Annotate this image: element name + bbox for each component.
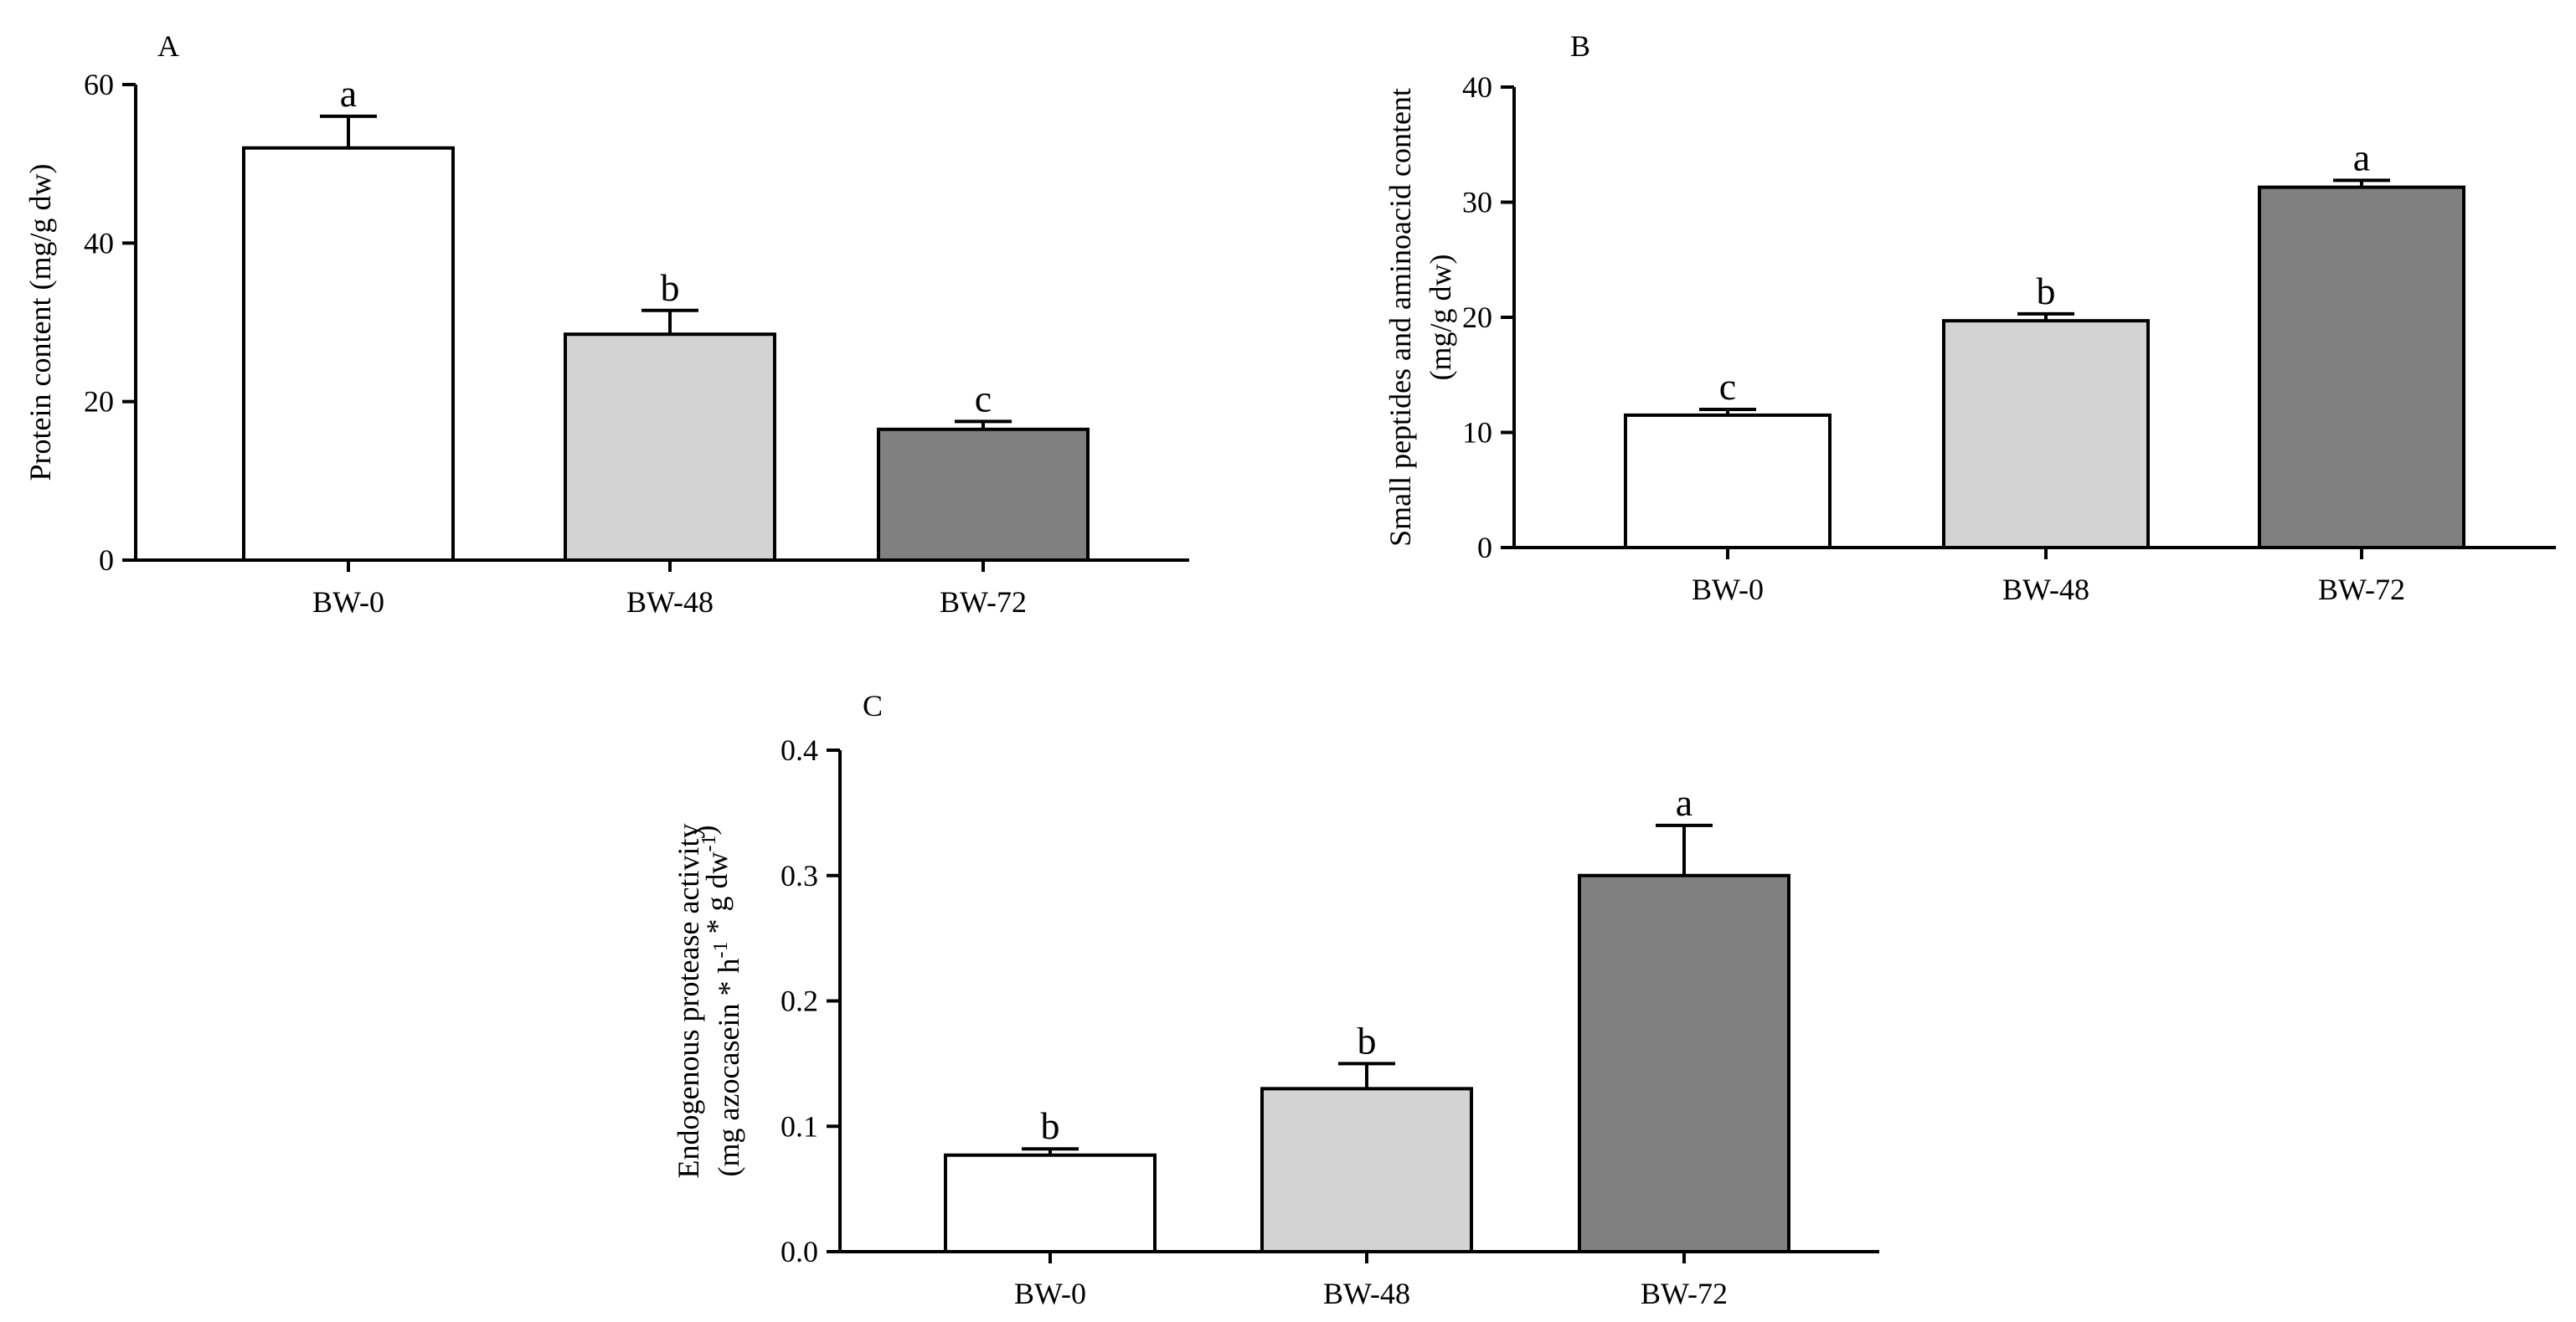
- bar: [877, 427, 1090, 562]
- y-tick-label: 0.1: [781, 1109, 818, 1143]
- y-axis-title-line: (mg/g dw): [1424, 255, 1457, 381]
- superscript: -1: [710, 942, 732, 959]
- y-tick-label: 40: [1462, 70, 1492, 104]
- bar: [944, 1153, 1157, 1254]
- label-part: * g dw: [700, 852, 734, 942]
- category-label: BW-72: [2318, 573, 2405, 606]
- superscript: -1: [698, 836, 720, 852]
- panel-label: B: [1570, 29, 1590, 63]
- bar: [2258, 185, 2465, 549]
- y-axis-title: Small peptides and aminoacid content (mg/…: [1383, 88, 1457, 547]
- y-tick-label: 20: [1462, 301, 1492, 334]
- bar: [1578, 873, 1790, 1253]
- panel-label: A: [157, 29, 179, 63]
- label-part: (mg azocasein * h: [712, 959, 745, 1177]
- y-axis-title-line: Small peptides and aminoacid content: [1383, 88, 1417, 547]
- y-tick-label: 0: [99, 543, 114, 577]
- category-label: BW-0: [1692, 573, 1764, 606]
- bar: [1624, 413, 1832, 549]
- y-tick-label: 0.2: [781, 985, 818, 1018]
- category-label: BW-48: [2002, 573, 2089, 606]
- significance-label: a: [2353, 136, 2370, 178]
- category-label: BW-0: [312, 585, 384, 619]
- label-part: ): [688, 826, 722, 836]
- y-tick-label: 0.4: [781, 733, 818, 767]
- y-tick-label: 0.3: [781, 859, 818, 892]
- category-label: BW-48: [626, 585, 714, 619]
- y-tick-label: 10: [1462, 416, 1492, 450]
- y-tick-label: 60: [84, 68, 114, 101]
- category-label: BW-48: [1323, 1277, 1410, 1310]
- panel-label: C: [863, 689, 883, 723]
- panel-c-chart: Cb BW-0 b BW-48 a BW-72 0.0 0.1 0.2 0.3 0.4 Endogen…: [672, 689, 1879, 1310]
- y-axis-title: Protein content (mg/g dw): [23, 164, 57, 481]
- category-label: BW-72: [940, 585, 1027, 619]
- y-axis-title-line: Protein content (mg/g dw): [23, 164, 57, 481]
- significance-label: b: [1041, 1104, 1060, 1147]
- significance-label: a: [1676, 781, 1692, 824]
- category-label: BW-0: [1014, 1277, 1086, 1310]
- y-tick-label: 0: [1477, 531, 1492, 564]
- y-tick-label: 20: [84, 385, 114, 419]
- significance-label: c: [1719, 365, 1736, 408]
- bar: [1260, 1087, 1473, 1253]
- y-tick-label: 30: [1462, 186, 1492, 219]
- y-tick-label: 0.0: [781, 1235, 818, 1268]
- bar: [1942, 319, 2150, 549]
- y-axis-title: Endogenous protease activity (mg azocasei…: [672, 824, 745, 1179]
- significance-label: a: [340, 72, 357, 115]
- y-tick-label: 40: [84, 226, 114, 260]
- category-label: BW-72: [1641, 1277, 1728, 1310]
- significance-label: b: [1358, 1019, 1377, 1062]
- y-axis-title-line: Endogenous protease activity: [672, 824, 705, 1179]
- significance-label: b: [2037, 270, 2056, 312]
- bar: [242, 146, 455, 562]
- significance-label: b: [661, 266, 680, 309]
- panel-a-chart: Aa BW-0 b BW-48 c BW-72 0 20 40 60 Protein content…: [23, 29, 1189, 619]
- y-axis-title-line: (mg azocasein * h-1 * g dw-1): [688, 826, 745, 1177]
- significance-label: c: [975, 377, 992, 419]
- bar: [564, 332, 776, 562]
